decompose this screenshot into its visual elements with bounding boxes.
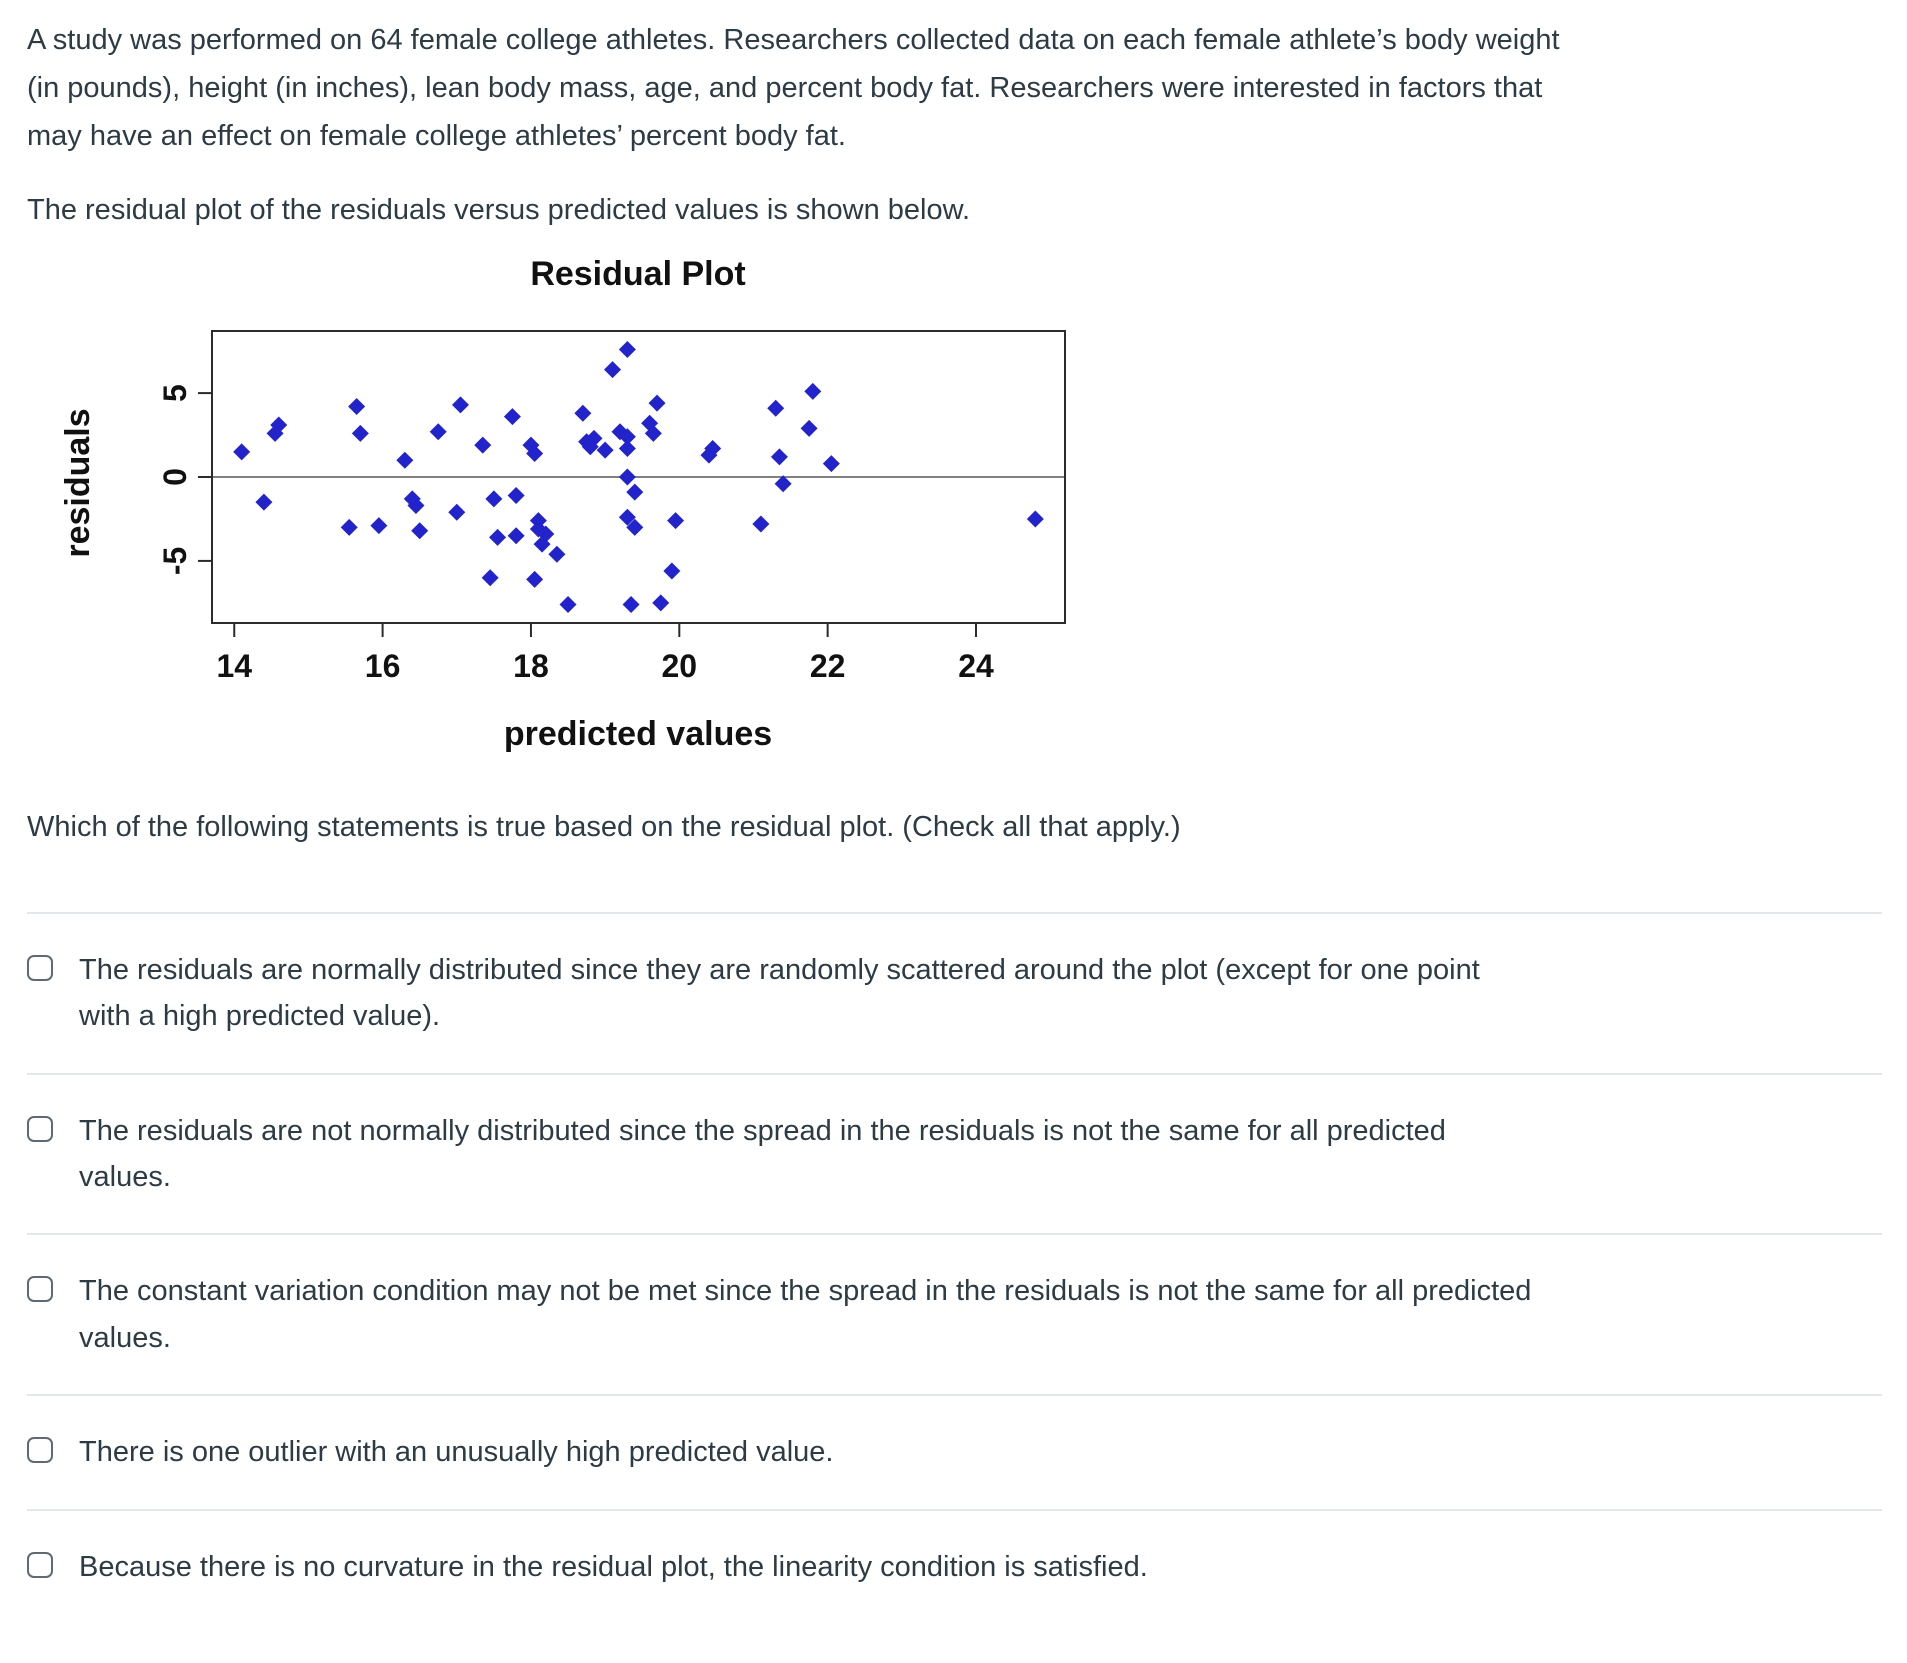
x-tick-label: 22 bbox=[810, 648, 846, 684]
data-point bbox=[255, 493, 273, 511]
data-point bbox=[596, 441, 614, 459]
data-point bbox=[700, 446, 718, 464]
option-checkbox-1[interactable] bbox=[27, 954, 53, 981]
data-point bbox=[348, 397, 366, 415]
data-point bbox=[507, 486, 525, 504]
y-tick-label: 5 bbox=[157, 384, 193, 402]
data-point bbox=[618, 468, 636, 485]
data-point bbox=[370, 516, 388, 534]
chart-title: Residual Plot bbox=[530, 255, 745, 293]
option-checkbox-4[interactable] bbox=[27, 1437, 53, 1464]
data-point bbox=[266, 424, 284, 442]
data-point bbox=[774, 474, 792, 492]
question-text: Which of the following statements is tru… bbox=[27, 810, 1181, 843]
x-axis-label: predicted values bbox=[504, 715, 772, 753]
data-point bbox=[233, 442, 251, 460]
option-label-5: Because there is no curvature in the res… bbox=[79, 1550, 1148, 1583]
y-tick-label: 0 bbox=[157, 468, 193, 486]
data-point bbox=[485, 489, 503, 507]
data-point bbox=[340, 518, 358, 536]
y-axis-label: residuals bbox=[59, 408, 97, 557]
option-checkbox-5[interactable] bbox=[27, 1551, 53, 1578]
data-point bbox=[574, 404, 592, 422]
data-point bbox=[411, 521, 429, 539]
data-point bbox=[704, 439, 722, 457]
data-point bbox=[403, 489, 421, 507]
data-point bbox=[652, 593, 670, 611]
intro-paragraph-1: A study was performed on 64 female colle… bbox=[27, 24, 1560, 153]
option-label-2: The residuals are not normally distribut… bbox=[79, 1114, 1446, 1194]
data-point bbox=[474, 436, 492, 454]
option-label-1: The residuals are normally distributed s… bbox=[79, 953, 1480, 1033]
data-point bbox=[481, 568, 499, 586]
data-point bbox=[451, 395, 469, 413]
option-row-4: There is one outlier with an unusually h… bbox=[27, 1394, 1882, 1508]
plot-area: 14 16 18 20 22 24 5 0 -5 bbox=[157, 329, 1066, 684]
data-point bbox=[767, 399, 785, 417]
data-point bbox=[537, 525, 555, 543]
data-point bbox=[604, 360, 622, 378]
data-point bbox=[663, 561, 681, 579]
data-point bbox=[448, 503, 466, 521]
data-point bbox=[752, 514, 770, 532]
data-point bbox=[618, 340, 636, 358]
option-checkbox-3[interactable] bbox=[27, 1276, 53, 1303]
data-point bbox=[548, 545, 566, 563]
data-point bbox=[667, 511, 685, 529]
data-point bbox=[618, 508, 636, 526]
option-label-4: There is one outlier with an unusually h… bbox=[79, 1436, 834, 1469]
data-point bbox=[396, 451, 414, 469]
data-point bbox=[626, 483, 644, 501]
y-tick-label: -5 bbox=[157, 546, 193, 574]
data-point bbox=[407, 496, 425, 514]
option-row-1: The residuals are normally distributed s… bbox=[27, 911, 1882, 1073]
data-point bbox=[822, 454, 840, 472]
option-row-5: Because there is no curvature in the res… bbox=[27, 1508, 1882, 1623]
option-row-2: The residuals are not normally distribut… bbox=[27, 1072, 1882, 1234]
data-point bbox=[804, 382, 822, 400]
data-point bbox=[507, 526, 525, 544]
data-point bbox=[1026, 509, 1044, 527]
intro-paragraph-2: The residual plot of the residuals versu… bbox=[27, 194, 971, 227]
data-point bbox=[581, 437, 599, 455]
data-point bbox=[800, 419, 818, 437]
x-tick-label: 24 bbox=[958, 648, 994, 684]
data-point bbox=[533, 535, 551, 553]
x-tick-label: 18 bbox=[513, 648, 549, 684]
data-point bbox=[622, 595, 640, 613]
data-point bbox=[585, 429, 603, 447]
residual-plot-svg: Residual Plot 14 16 18 20 22 24 5 0 -5 predicted… bbox=[59, 255, 1066, 753]
option-row-3: The constant variation condition may not… bbox=[27, 1233, 1882, 1394]
x-tick-label: 16 bbox=[365, 648, 401, 684]
data-point bbox=[559, 595, 577, 613]
data-point bbox=[648, 394, 666, 412]
option-label-3: The constant variation condition may not… bbox=[79, 1275, 1532, 1354]
data-point bbox=[526, 444, 544, 462]
x-tick-label: 20 bbox=[661, 648, 697, 684]
data-point bbox=[503, 407, 521, 425]
residual-plot: Residual Plot 14 16 18 20 22 24 5 0 -5 predicted… bbox=[27, 243, 1867, 778]
data-point bbox=[644, 424, 662, 442]
data-point bbox=[429, 422, 447, 440]
data-point bbox=[351, 424, 369, 442]
option-checkbox-2[interactable] bbox=[27, 1115, 53, 1142]
data-point bbox=[489, 528, 507, 546]
data-point bbox=[270, 415, 288, 433]
data-point bbox=[618, 439, 636, 457]
options-list: The residuals are normally distributed s… bbox=[27, 911, 1882, 1623]
data-point bbox=[626, 518, 644, 536]
data-point bbox=[618, 427, 636, 445]
x-tick-label: 14 bbox=[216, 648, 252, 684]
data-point bbox=[526, 570, 544, 588]
data-point bbox=[770, 447, 788, 465]
